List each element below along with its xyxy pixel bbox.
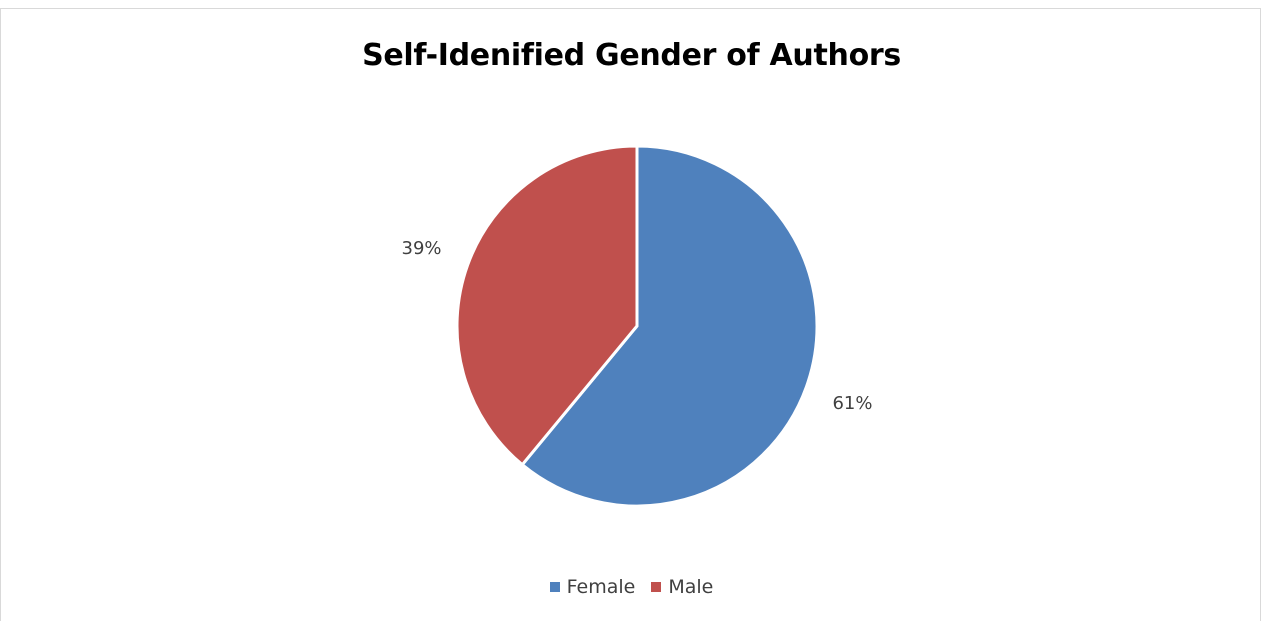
legend-swatch-female — [549, 582, 560, 592]
pie-data-labels: 61% 39% — [402, 238, 873, 414]
chart-legend: Female Male — [0, 576, 1263, 598]
data-label-female: 61% — [832, 393, 872, 414]
chart-title: Self-Idenified Gender of Authors — [362, 38, 901, 73]
legend-label-male: Male — [668, 576, 714, 598]
legend-swatch-male — [651, 582, 662, 592]
data-label-male: 39% — [402, 238, 442, 259]
legend-item-male: Male — [651, 576, 713, 598]
legend-label-female: Female — [566, 576, 636, 598]
legend-item-female: Female — [549, 576, 636, 598]
pie-slices — [455, 144, 819, 508]
pie-slice-female — [520, 144, 819, 508]
pie-slice-male — [455, 144, 639, 467]
